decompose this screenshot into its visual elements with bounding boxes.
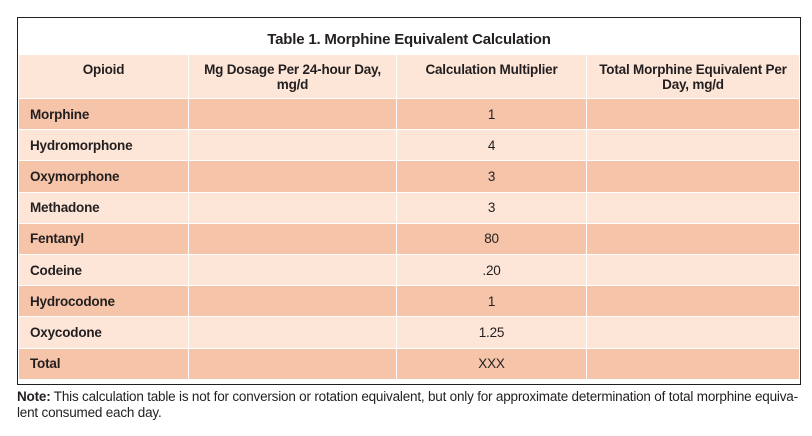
multiplier-cell: 1.25 — [396, 316, 587, 349]
table-note: Note: This calculation table is not for … — [17, 389, 801, 421]
total-cell — [586, 129, 800, 162]
header-total: Total Morphine Equivalent Per Day, mg/d — [586, 54, 800, 99]
table-row: Morphine 1 — [18, 97, 800, 131]
morphine-equivalent-table-frame: Table 1. Morphine Equivalent Calculation… — [17, 17, 801, 385]
multiplier-cell: .20 — [396, 253, 587, 287]
multiplier-cell: 1 — [396, 97, 587, 131]
header-multiplier: Calculation Multiplier — [396, 54, 587, 99]
multiplier-cell: 3 — [396, 160, 587, 193]
total-cell — [586, 160, 800, 193]
total-cell — [586, 285, 800, 318]
multiplier-cell: XXX — [396, 347, 587, 380]
table-row: Fentanyl 80 — [18, 222, 800, 255]
note-text: This calculation table is not for conver… — [17, 389, 798, 420]
total-cell — [586, 97, 800, 131]
total-cell — [586, 222, 800, 255]
table-row: Oxymorphone 3 — [18, 160, 800, 193]
dosage-cell — [188, 285, 397, 318]
dosage-cell — [188, 191, 397, 224]
table-row: Codeine .20 — [18, 253, 800, 287]
multiplier-cell: 3 — [396, 191, 587, 224]
opioid-cell: Total — [18, 347, 189, 380]
multiplier-cell: 1 — [396, 285, 587, 318]
header-opioid: Opioid — [18, 54, 189, 99]
table-row: Hydromorphone 4 — [18, 129, 800, 162]
table-row: Hydrocodone 1 — [18, 285, 800, 318]
dosage-cell — [188, 129, 397, 162]
total-cell — [586, 253, 800, 287]
opioid-cell: Hydromorphone — [18, 129, 189, 162]
table-title: Table 1. Morphine Equivalent Calculation — [267, 31, 551, 48]
total-cell — [586, 316, 800, 349]
morphine-equivalent-table: Opioid Mg Dosage Per 24-hour Day, mg/d C… — [18, 54, 800, 380]
total-cell — [586, 347, 800, 380]
opioid-cell: Codeine — [18, 253, 189, 287]
opioid-cell: Oxycodone — [18, 316, 189, 349]
multiplier-cell: 4 — [396, 129, 587, 162]
table-row-total: Total XXX — [18, 347, 800, 380]
dosage-cell — [188, 97, 397, 131]
dosage-cell — [188, 222, 397, 255]
table-row: Methadone 3 — [18, 191, 800, 224]
opioid-cell: Hydrocodone — [18, 285, 189, 318]
note-label: Note: — [17, 389, 51, 404]
total-cell — [586, 191, 800, 224]
dosage-cell — [188, 253, 397, 287]
multiplier-cell: 80 — [396, 222, 587, 255]
table-header-row: Opioid Mg Dosage Per 24-hour Day, mg/d C… — [18, 54, 800, 99]
dosage-cell — [188, 160, 397, 193]
table-row: Oxycodone 1.25 — [18, 316, 800, 349]
dosage-cell — [188, 316, 397, 349]
header-dosage: Mg Dosage Per 24-hour Day, mg/d — [188, 54, 397, 99]
opioid-cell: Morphine — [18, 97, 189, 131]
opioid-cell: Methadone — [18, 191, 189, 224]
opioid-cell: Fentanyl — [18, 222, 189, 255]
dosage-cell — [188, 347, 397, 380]
opioid-cell: Oxymorphone — [18, 160, 189, 193]
